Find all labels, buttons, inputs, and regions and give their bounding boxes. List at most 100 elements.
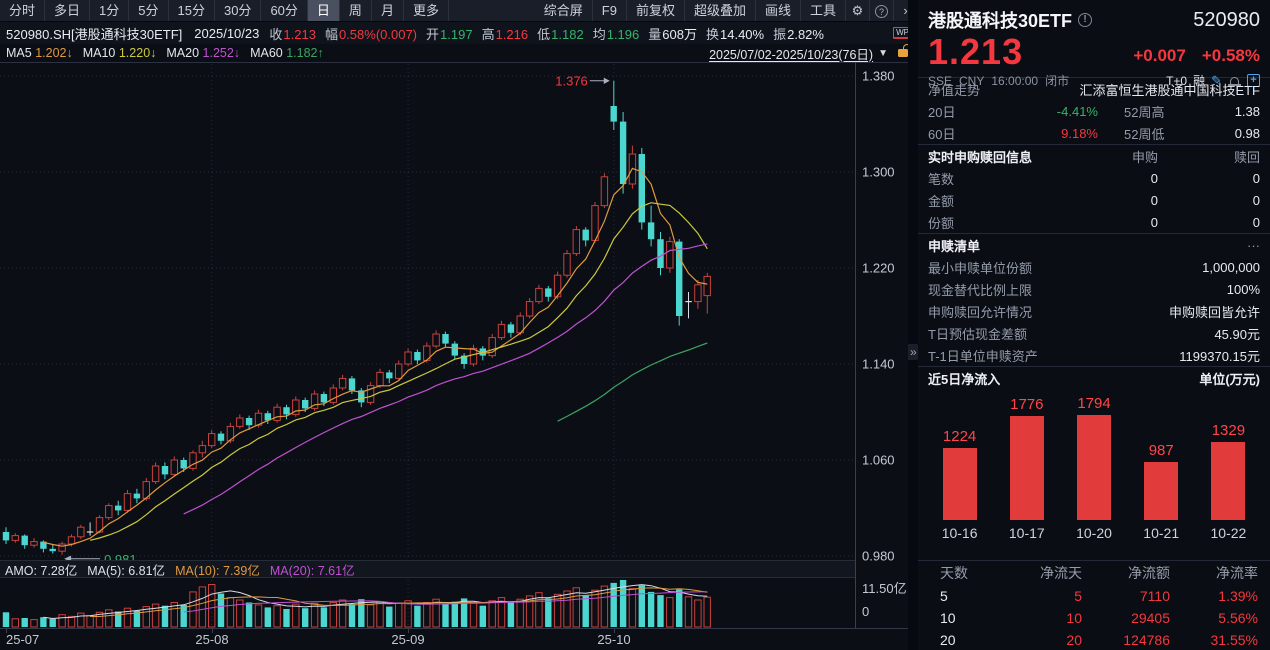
price-axis: 1.380 1.300 1.220 1.140 1.060 0.980 11.50亿 0: [855, 62, 907, 628]
netflow-bar-10-20: 1794: [1060, 390, 1127, 520]
alert-bell-icon[interactable]: [1228, 76, 1241, 86]
menu-画线[interactable]: 画线: [756, 0, 801, 21]
amo-legend-item-3: MA(20): 7.61亿: [269, 563, 355, 578]
pcf-row: 最小申赎单位份额 1,000,000: [918, 256, 1270, 278]
menu-综合屏[interactable]: 综合屏: [535, 0, 593, 21]
quote-field-value: 1.216: [495, 26, 529, 42]
quote-field-收: 收1.213: [269, 24, 316, 43]
tplus-tag: T+0: [1166, 73, 1188, 88]
netflow-value: 1329: [1211, 422, 1246, 439]
nav-52w-label: 52周高: [1124, 104, 1165, 120]
date-range-selector[interactable]: 2025/07/02-2025/10/23(76日): [709, 47, 874, 62]
nav-section-title: 净值走势: [928, 82, 981, 98]
svg-text:1.380: 1.380: [862, 69, 895, 84]
pcf-row-value: 1199370.15元: [1179, 348, 1260, 364]
margin-tag: 融: [1193, 74, 1206, 88]
volume-bars: [2, 580, 711, 628]
netflow-date: 10-20: [1076, 525, 1112, 541]
quote-field-label: 换: [705, 26, 719, 42]
menu-前复权[interactable]: 前复权: [627, 0, 685, 21]
quote-field-均: 均1.196: [593, 24, 640, 43]
redeem-value: 0: [1252, 214, 1260, 230]
realtime-row-份额: 份额 0 0: [918, 211, 1270, 233]
detail-panel: 港股通科技30ETF ! 520980 1.213 +0.007 +0.58% …: [918, 0, 1270, 650]
period-tab-5分[interactable]: 5分: [129, 0, 169, 21]
x-label-25-10: 25-10: [597, 632, 631, 647]
pcf-row: T日预估现金差额 45.90元: [918, 322, 1270, 344]
pcf-row-label: T日预估现金差额: [928, 326, 1027, 342]
svg-text:1.060: 1.060: [862, 453, 895, 468]
chart-grid: [0, 62, 918, 628]
svg-text:0: 0: [862, 604, 869, 619]
netflow-value: 987: [1148, 442, 1174, 459]
col-subscribe: 申购: [1131, 149, 1158, 165]
price-change: +0.007: [1133, 46, 1186, 65]
amo-legend-item-0: AMO: 7.28亿: [5, 563, 78, 578]
period-tab-60分[interactable]: 60分: [261, 0, 308, 21]
pcf-row-value: 100%: [1226, 281, 1260, 297]
netflow-bar-10-17: 1776: [993, 390, 1060, 520]
netflow-bar-rect: [942, 448, 977, 520]
menu-F9[interactable]: F9: [593, 0, 627, 21]
ma-value: 1.220↓: [118, 46, 157, 60]
period-tab-月[interactable]: 月: [372, 0, 404, 21]
ma-items: MA5 1.202↓ MA10 1.220↓ MA20 1.252↓ MA60 1.1…: [6, 46, 334, 60]
period-tab-周[interactable]: 周: [340, 0, 372, 21]
kline-chart[interactable]: 1.3760.9811.3801.3001.2201.1401.0600.980…: [0, 62, 918, 628]
quote-field-value: 1.213: [283, 26, 316, 42]
chevron-down-icon[interactable]: ▼: [878, 47, 888, 59]
symbol-label: 520980.SH[港股通科技30ETF]: [6, 26, 183, 42]
ma-legend-MA60: MA60 1.182↑: [250, 46, 324, 60]
unlock-icon[interactable]: [898, 44, 911, 57]
ma-legend-MA5: MA5 1.202↓: [6, 46, 73, 60]
add-watchlist-icon[interactable]: +: [1247, 74, 1260, 87]
quote-fields: 收1.213 幅0.58%(0.007) 开1.197 高1.216 低1.182 均1.…: [269, 24, 833, 43]
period-tab-15分[interactable]: 15分: [169, 0, 215, 21]
flow-days: 20: [940, 632, 956, 648]
ma-legend-row: MA5 1.202↓ MA10 1.220↓ MA20 1.252↓ MA60 1.1…: [0, 44, 918, 62]
period-tab-更多[interactable]: 更多: [404, 0, 449, 21]
netflow-bar-rect: [1144, 462, 1179, 520]
flow-value: 10: [1066, 610, 1082, 626]
panel-splitter[interactable]: »: [908, 0, 919, 650]
svg-text:1.140: 1.140: [862, 357, 895, 372]
edit-icon[interactable]: ✎: [1211, 72, 1222, 88]
menu-超级叠加[interactable]: 超级叠加: [685, 0, 756, 21]
period-tab-30分[interactable]: 30分: [215, 0, 262, 21]
info-icon[interactable]: !: [1078, 13, 1093, 27]
more-icon[interactable]: ···: [1247, 237, 1260, 253]
svg-text:1.220: 1.220: [862, 261, 895, 276]
period-tab-多日[interactable]: 多日: [45, 0, 91, 21]
menu-工具[interactable]: 工具: [801, 0, 846, 21]
quote-field-label: 均: [592, 26, 606, 42]
svg-text:0.980: 0.980: [862, 549, 895, 564]
volume-legend-row: AMO: 7.28亿 MA(5): 6.81亿 MA(10): 7.39亿 MA(20…: [0, 560, 855, 578]
flow-row-10: 10 10 29405 5.56%: [918, 607, 1270, 629]
period-tab-分时[interactable]: 分时: [0, 0, 46, 21]
pcf-row: 申购赎回允许情况 申购赎回皆允许: [918, 300, 1270, 322]
price-ma-lines: [43, 167, 708, 547]
quote-field-label: 低: [537, 26, 551, 42]
settings-gear-icon[interactable]: ⚙: [846, 0, 870, 21]
quote-field-label: 量: [648, 26, 662, 42]
nav-52w-value: 1.38: [1234, 103, 1260, 119]
expand-panel-icon[interactable]: »: [908, 344, 919, 360]
candles: [2, 80, 711, 555]
quote-field-幅: 幅0.58%(0.007): [325, 24, 417, 43]
netflow-value: 1794: [1077, 395, 1111, 412]
amo-legend-item-2: MA(10): 7.39亿: [175, 563, 260, 578]
svg-text:11.50亿: 11.50亿: [862, 581, 907, 596]
help-icon[interactable]: ?: [870, 0, 894, 21]
quote-field-value: 2.82%: [787, 26, 824, 42]
netflow-section: 近5日净流入 单位(万元) 1224 1776 1794 987 1329 10-16 1…: [918, 366, 1270, 560]
netflow-value: 1776: [1010, 396, 1044, 413]
x-label-25-09: 25-09: [391, 632, 425, 647]
quote-field-value: 1.196: [606, 26, 640, 42]
flow-days: 5: [940, 588, 948, 604]
x-tick: [614, 629, 615, 633]
help-circle-glyph: ?: [875, 5, 888, 19]
period-tab-日[interactable]: 日: [307, 0, 340, 21]
nav-row-60日: 60日 9.18% 52周低 0.98: [918, 122, 1270, 144]
period-tab-1分[interactable]: 1分: [90, 0, 130, 21]
flow-col-净流天: 净流天: [1040, 565, 1082, 581]
